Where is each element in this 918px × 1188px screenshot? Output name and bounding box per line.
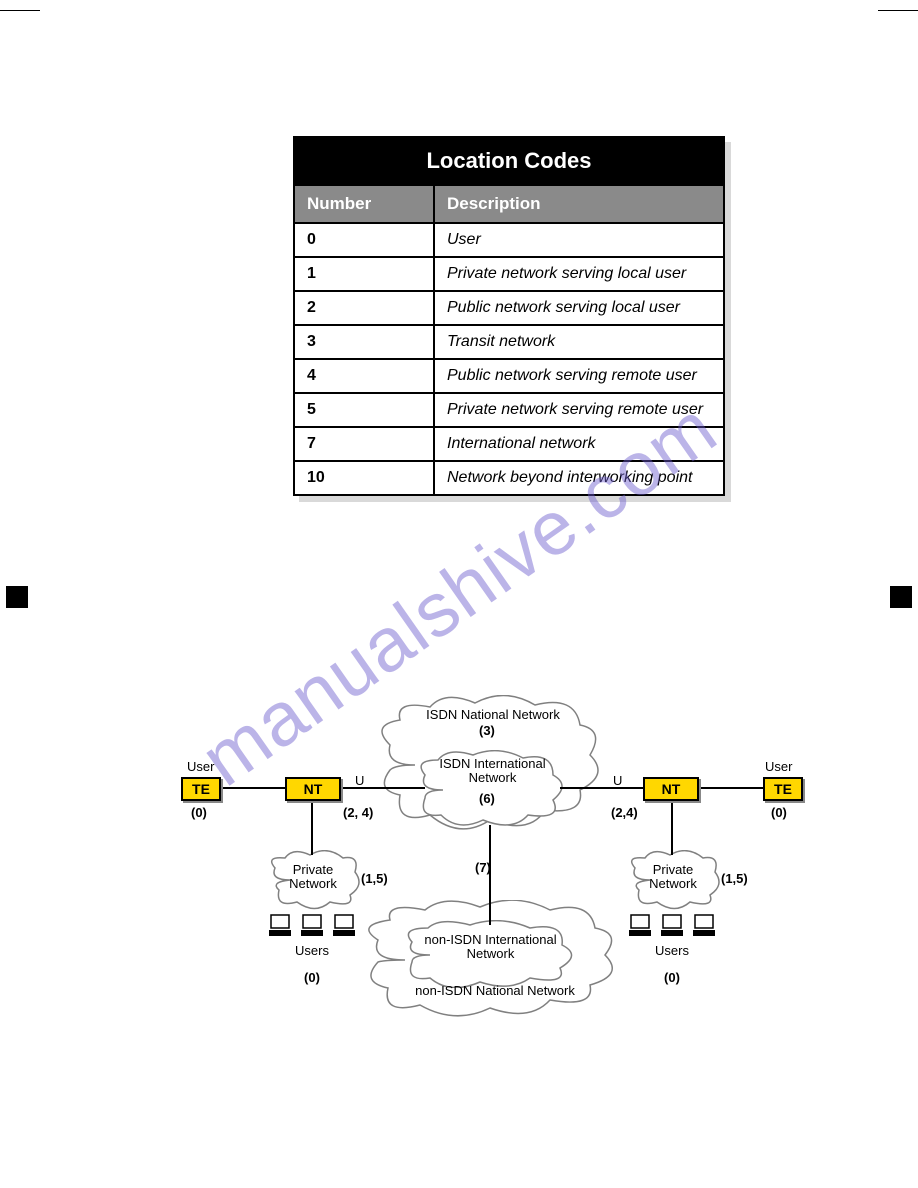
line: [220, 787, 285, 789]
cell-num: 1: [294, 257, 434, 291]
label-u-left: U: [355, 773, 364, 788]
line: [699, 787, 764, 789]
line: [311, 795, 313, 855]
computer-icon: [329, 913, 359, 939]
label-users-right: Users: [617, 943, 727, 958]
code-15-right: (1,5): [721, 871, 748, 886]
cell-desc: Public network serving local user: [434, 291, 724, 325]
code-0-left: (0): [191, 805, 207, 820]
computer-group-right: Users (0): [617, 913, 727, 985]
cell-desc: Network beyond interworking point: [434, 461, 724, 495]
line: [671, 795, 673, 855]
code-24-right: (2,4): [611, 805, 638, 820]
label-isdn-international: ISDN International Network: [435, 757, 550, 786]
col-description: Description: [434, 185, 724, 223]
cell-desc: Private network serving remote user: [434, 393, 724, 427]
te-box-left: TE: [181, 777, 221, 801]
cell-desc: International network: [434, 427, 724, 461]
code-0-users-left: (0): [257, 970, 367, 985]
computer-icon: [265, 913, 295, 939]
computer-icon: [297, 913, 327, 939]
label-users-left: Users: [257, 943, 367, 958]
code-24-left: (2, 4): [343, 805, 373, 820]
nt-box-right: NT: [643, 777, 699, 801]
table-row: 2Public network serving local user: [294, 291, 724, 325]
nt-box-left: NT: [285, 777, 341, 801]
te-box-right: TE: [763, 777, 803, 801]
label-isdn-national: ISDN National Network: [423, 707, 563, 722]
page-root: manualshive.com Location Codes Number De…: [0, 0, 918, 1188]
cell-num: 10: [294, 461, 434, 495]
computer-icon: [689, 913, 719, 939]
location-codes-table: Location Codes Number Description 0User …: [293, 136, 725, 496]
table-row: 5Private network serving remote user: [294, 393, 724, 427]
cell-desc: Transit network: [434, 325, 724, 359]
cell-num: 0: [294, 223, 434, 257]
cell-desc: User: [434, 223, 724, 257]
code-6: (6): [479, 791, 495, 806]
crop-mark: [0, 10, 40, 11]
label-non-isdn-intl: non-ISDN International Network: [413, 933, 568, 962]
table-row: 3Transit network: [294, 325, 724, 359]
table-title: Location Codes: [294, 137, 724, 185]
line: [489, 825, 491, 925]
code-15-left: (1,5): [361, 871, 388, 886]
line: [340, 787, 425, 789]
label-non-isdn-national: non-ISDN National Network: [405, 983, 585, 998]
computer-group-left: Users (0): [257, 913, 367, 985]
col-number: Number: [294, 185, 434, 223]
table-row: 4Public network serving remote user: [294, 359, 724, 393]
cell-num: 3: [294, 325, 434, 359]
code-0-right: (0): [771, 805, 787, 820]
cell-desc: Public network serving remote user: [434, 359, 724, 393]
cell-num: 4: [294, 359, 434, 393]
cell-desc: Private network serving local user: [434, 257, 724, 291]
code-7: (7): [475, 860, 491, 875]
network-diagram: TE NT NT TE User User U U (0) (0) (2, 4)…: [165, 695, 805, 1025]
label-user-left: User: [187, 759, 214, 774]
crop-mark: [878, 10, 918, 11]
location-codes-table-wrap: Location Codes Number Description 0User …: [293, 136, 725, 496]
label-private-left: Private Network: [283, 863, 343, 892]
label-user-right: User: [765, 759, 792, 774]
table-row: 1Private network serving local user: [294, 257, 724, 291]
table-row: 7International network: [294, 427, 724, 461]
computer-icon: [625, 913, 655, 939]
cell-num: 2: [294, 291, 434, 325]
registration-mark-right: [890, 586, 912, 608]
computer-icon: [657, 913, 687, 939]
table-row: 0User: [294, 223, 724, 257]
cell-num: 7: [294, 427, 434, 461]
cell-num: 5: [294, 393, 434, 427]
label-u-right: U: [613, 773, 622, 788]
label-private-right: Private Network: [643, 863, 703, 892]
registration-mark-left: [6, 586, 28, 608]
table-row: 10Network beyond interworking point: [294, 461, 724, 495]
code-3: (3): [479, 723, 495, 738]
code-0-users-right: (0): [617, 970, 727, 985]
line: [560, 787, 645, 789]
